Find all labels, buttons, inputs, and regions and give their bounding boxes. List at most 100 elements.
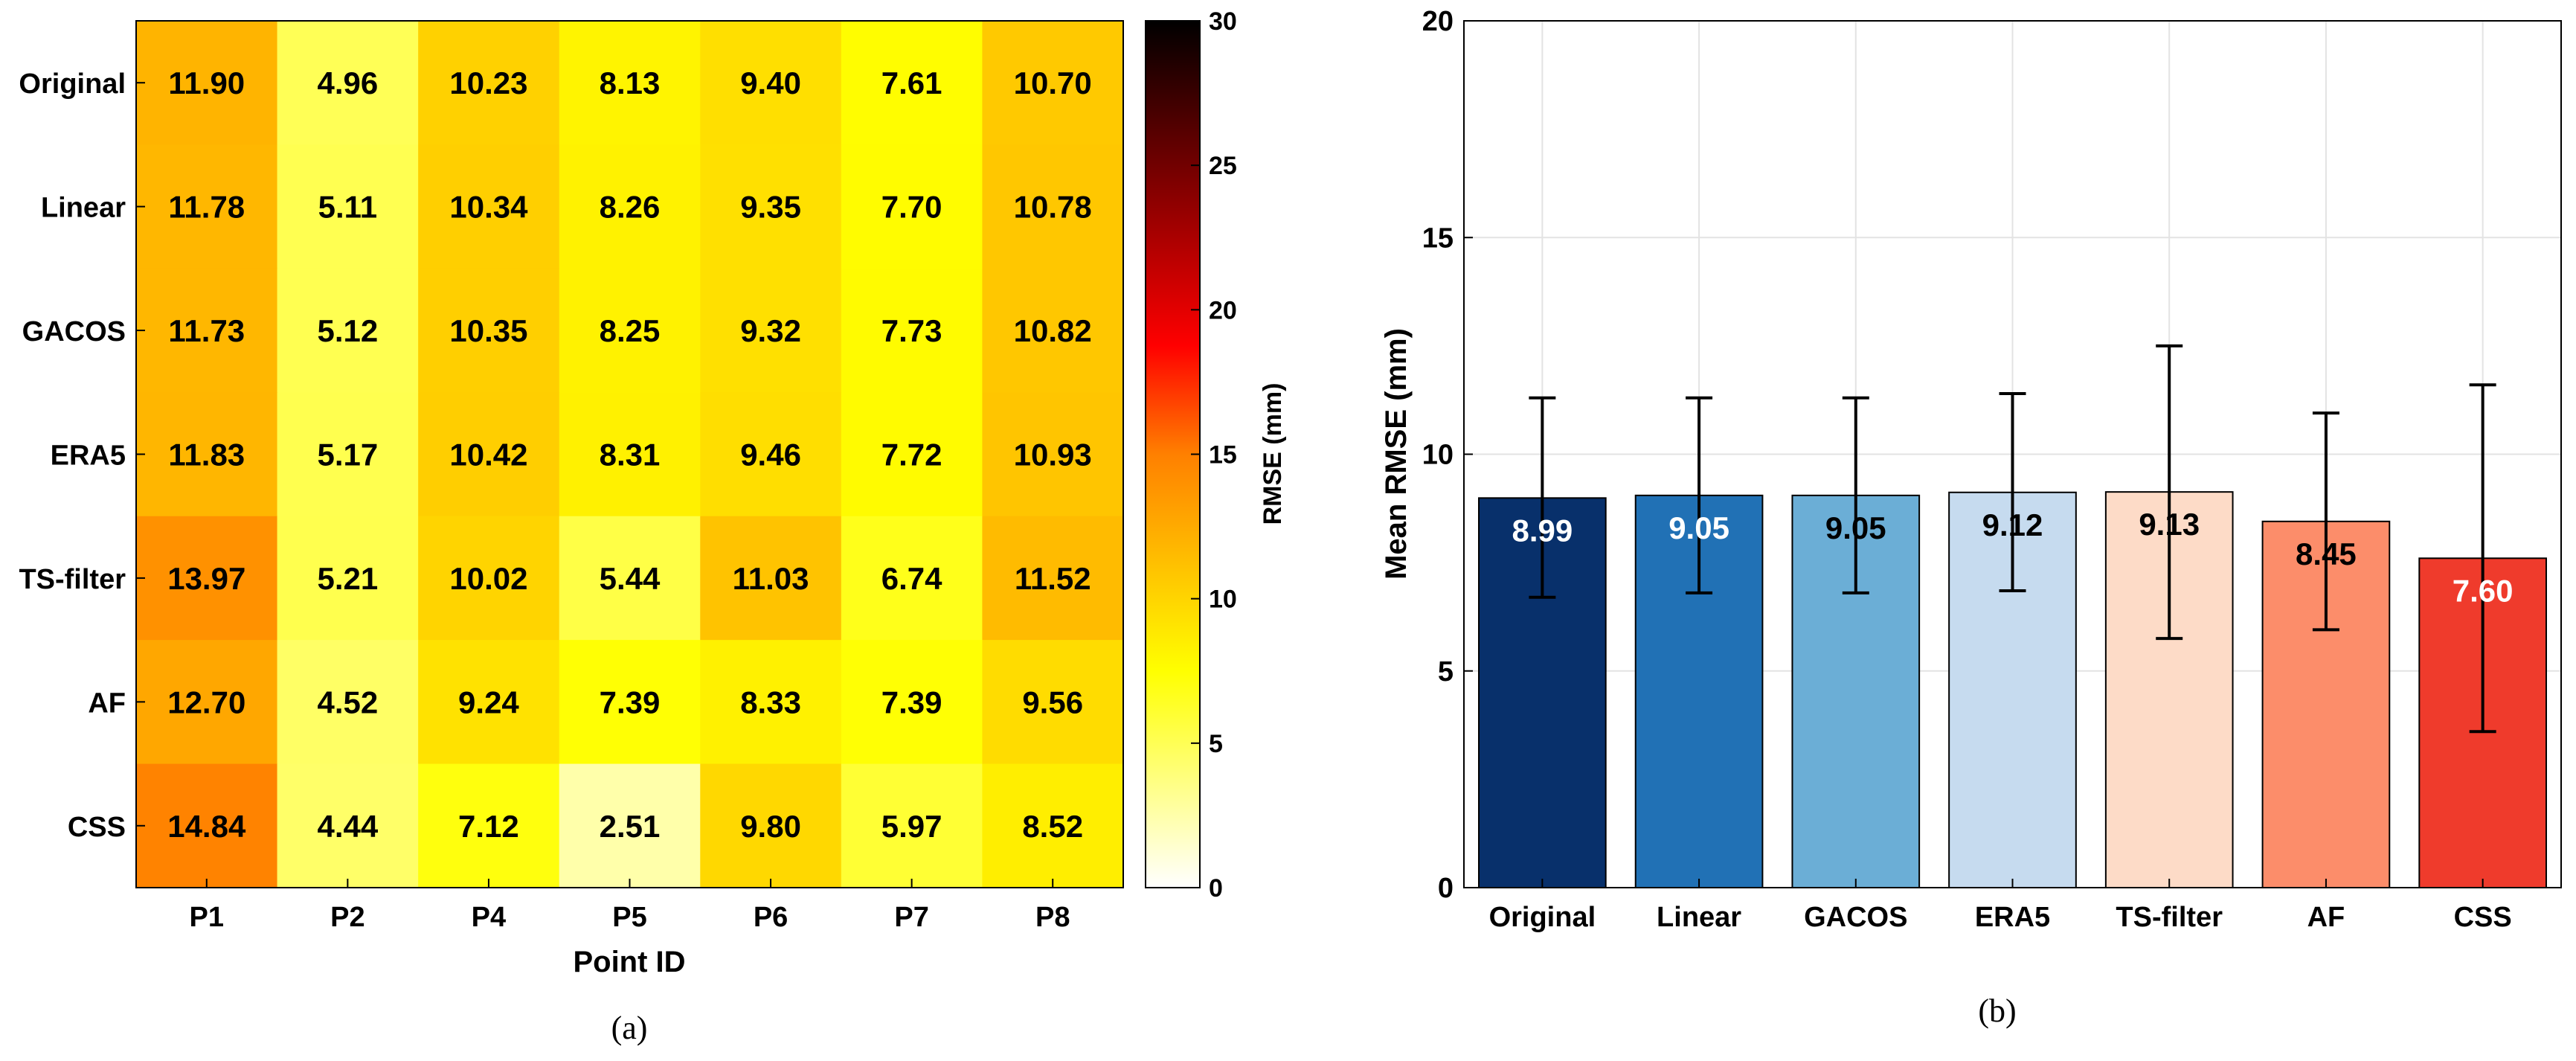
bar-value-label: 9.13	[2139, 507, 2200, 542]
heatmap-cell-value: 4.44	[317, 809, 378, 844]
bar-chart-x-tick-label: ERA5	[1975, 902, 2050, 933]
heatmap-cell	[559, 21, 701, 145]
heatmap-cell	[700, 392, 842, 517]
bar-panel: 8.99 9.05 9.05 9.12 9.13 8.45 7.60 0 5 10 15 20 Or…	[1380, 6, 2562, 1029]
heatmap-cell	[982, 392, 1124, 517]
heatmap-cell	[418, 392, 560, 517]
heatmap-cell	[559, 516, 701, 641]
heatmap-cell	[841, 516, 983, 641]
colorbar-tick-label: 15	[1209, 441, 1237, 469]
heatmap-cell	[136, 763, 278, 888]
bar-chart-y-tick-label: 15	[1422, 222, 1454, 254]
bar-value-label: 9.12	[1982, 507, 2043, 542]
heatmap-cell	[841, 392, 983, 517]
heatmap-cells	[136, 21, 1124, 888]
heatmap-cell-value: 5.17	[317, 437, 378, 472]
colorbar-gradient	[1145, 20, 1201, 888]
heatmap-cell-value: 9.40	[740, 65, 801, 100]
heatmap-cell-value: 10.42	[449, 437, 527, 472]
heatmap-column-label: P5	[612, 902, 646, 933]
heatmap-cell-value: 10.34	[449, 190, 528, 225]
heatmap-cell-value: 10.70	[1014, 65, 1092, 100]
heatmap-cell	[418, 516, 560, 641]
colorbar-tick-label: 30	[1209, 7, 1237, 36]
heatmap-cell-value: 7.61	[881, 65, 942, 100]
heatmap-cell-value: 11.90	[168, 65, 245, 100]
heatmap-cell-value: 2.51	[600, 809, 661, 844]
heatmap-row-label: AF	[88, 687, 126, 719]
bar-chart-x-tick-label: AF	[2307, 902, 2345, 933]
bar-chart-x-tick-label: TS-filter	[2116, 902, 2223, 933]
heatmap-column-label: P1	[190, 902, 224, 933]
heatmap-cell-value: 11.03	[733, 561, 809, 596]
heatmap-cell-value: 8.25	[600, 313, 661, 348]
heatmap-row-label: CSS	[68, 812, 126, 843]
heatmap-column-label: P4	[472, 902, 506, 933]
panel-a-caption: (a)	[611, 1010, 648, 1046]
heatmap-cell	[559, 640, 701, 765]
heatmap-cell	[841, 763, 983, 888]
heatmap-cell	[277, 21, 419, 145]
colorbar-label: RMSE (mm)	[1259, 383, 1287, 525]
bar-chart-y-ticks: 0 5 10 15 20	[1422, 6, 1473, 904]
heatmap-cell	[277, 516, 419, 641]
heatmap-cell-value: 9.80	[740, 809, 801, 844]
heatmap-cell	[418, 763, 560, 888]
bar-chart-value-labels: 8.99 9.05 9.05 9.12 9.13 8.45 7.60	[1512, 507, 2513, 608]
heatmap-row-label: TS-filter	[19, 564, 126, 595]
heatmap-cell-value: 14.84	[167, 809, 246, 844]
heatmap-cell	[559, 392, 701, 517]
heatmap-cell-value: 8.31	[600, 437, 661, 472]
error-bar	[1529, 396, 1556, 599]
heatmap-cell-value: 11.78	[168, 190, 245, 225]
heatmap-cell	[277, 763, 419, 888]
panel-b-caption: (b)	[1978, 993, 2016, 1029]
heatmap-row-label: GACOS	[22, 316, 126, 347]
heatmap-x-axis-label: Point ID	[573, 946, 685, 978]
heatmap-cell	[982, 21, 1124, 145]
heatmap-cell	[136, 21, 278, 145]
heatmap-column-label: P6	[754, 902, 788, 933]
heatmap-cell-value: 4.96	[317, 65, 378, 100]
heatmap-cell	[136, 516, 278, 641]
heatmap-column-label: P7	[894, 902, 928, 933]
heatmap-cell	[136, 268, 278, 393]
heatmap-cell-value: 12.70	[167, 685, 245, 719]
heatmap-row-label: Original	[19, 68, 126, 100]
heatmap-panel: 11.90 4.96 10.23 8.13 9.40 7.61 10.70 11.78 5.11…	[19, 7, 1287, 1046]
heatmap-cell-value: 10.23	[449, 65, 527, 100]
bar-value-label: 8.99	[1512, 513, 1573, 548]
heatmap-cell-value: 6.74	[881, 561, 942, 596]
error-bar	[2469, 383, 2496, 734]
heatmap-cell-value: 9.35	[740, 190, 801, 225]
heatmap-cell-value: 9.56	[1022, 685, 1083, 719]
heatmap-cell	[136, 144, 278, 269]
heatmap-cell-value: 8.52	[1022, 809, 1083, 844]
bar-chart-x-ticks: Original Linear GACOS ERA5 TS-filter AF CSS	[1489, 879, 2512, 933]
colorbar: 0 5 10 15 20 25 30 RMSE (mm)	[1145, 7, 1287, 903]
error-bar	[2156, 344, 2183, 641]
bar-chart-x-tick-label: Linear	[1657, 902, 1741, 933]
heatmap-cell	[841, 21, 983, 145]
heatmap-cell-value: 10.02	[449, 561, 527, 596]
heatmap-cell	[418, 640, 560, 765]
bar-chart-y-tick-label: 5	[1438, 656, 1454, 687]
error-bar	[1999, 391, 2026, 592]
heatmap-cell	[700, 516, 842, 641]
colorbar-ticks: 0 5 10 15 20 25 30	[1191, 7, 1237, 903]
heatmap-cell	[136, 640, 278, 765]
heatmap-cell	[559, 763, 701, 888]
heatmap-cell-value: 11.52	[1015, 561, 1091, 596]
colorbar-tick-label: 20	[1209, 296, 1237, 324]
heatmap-row-label: ERA5	[51, 440, 126, 472]
heatmap-cell-labels: 11.90 4.96 10.23 8.13 9.40 7.61 10.70 11.78 5.11…	[167, 65, 1092, 844]
heatmap-cell-value: 10.93	[1014, 437, 1092, 472]
heatmap-cell	[700, 144, 842, 269]
heatmap-cell	[277, 640, 419, 765]
heatmap-cell	[982, 144, 1124, 269]
heatmap-cell	[700, 21, 842, 145]
heatmap-cell-value: 11.83	[168, 437, 245, 472]
heatmap-row-label: Linear	[41, 193, 126, 224]
heatmap-cell-value: 7.12	[458, 809, 519, 844]
